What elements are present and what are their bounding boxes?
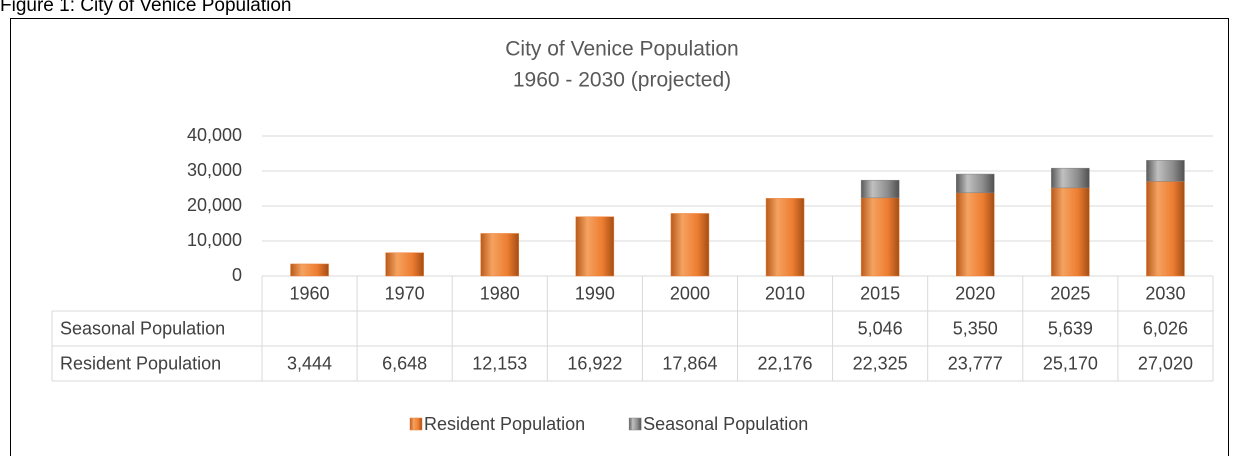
x-tick-label: 2030 <box>1145 283 1185 303</box>
x-tick-label: 2010 <box>765 283 805 303</box>
legend-swatch <box>628 417 642 431</box>
bar <box>956 192 995 277</box>
y-tick-label: 10,000 <box>187 230 242 250</box>
y-tick-label: 20,000 <box>187 195 242 215</box>
chart-title: City of Venice Population <box>505 38 738 61</box>
bar <box>385 252 424 277</box>
x-tick-label: 1970 <box>385 283 425 303</box>
table-cell: 16,922 <box>567 353 622 373</box>
bar <box>575 216 615 277</box>
bar <box>956 173 995 194</box>
bar <box>1051 187 1090 277</box>
bar <box>1051 167 1090 189</box>
table-cell: 5,639 <box>1048 318 1093 338</box>
table-row-label: Resident Population <box>60 353 221 373</box>
x-tick-label: 2025 <box>1050 283 1090 303</box>
bar <box>1146 160 1185 182</box>
table-cell: 6,026 <box>1143 318 1188 338</box>
table-cell: 12,153 <box>472 353 527 373</box>
table-cell: 6,648 <box>382 353 427 373</box>
bar <box>670 213 710 277</box>
bar <box>860 197 900 277</box>
y-tick-label: 40,000 <box>187 125 242 145</box>
legend-swatch <box>409 417 423 431</box>
table-cell: 5,350 <box>953 318 998 338</box>
x-tick-label: 1960 <box>290 283 330 303</box>
table-cell: 3,444 <box>287 353 332 373</box>
table-cell: 5,046 <box>858 318 903 338</box>
x-tick-label: 2020 <box>955 283 995 303</box>
x-tick-label: 1980 <box>480 283 520 303</box>
bar <box>1146 181 1185 277</box>
bar <box>860 179 900 199</box>
chart-subtitle: 1960 - 2030 (projected) <box>513 69 731 92</box>
table-row-label: Seasonal Population <box>60 318 225 338</box>
bar <box>290 263 329 277</box>
chart-frame <box>10 18 1229 456</box>
table-cell: 23,777 <box>948 353 1003 373</box>
table-cell: 22,176 <box>758 353 813 373</box>
y-tick-label: 30,000 <box>187 160 242 180</box>
bar <box>765 198 805 277</box>
table-cell: 25,170 <box>1043 353 1098 373</box>
table-cell: 27,020 <box>1138 353 1193 373</box>
x-tick-label: 2000 <box>670 283 710 303</box>
x-tick-label: 1990 <box>575 283 615 303</box>
figure-caption: Figure 1: City of Venice Population <box>0 0 292 16</box>
bar <box>480 233 519 277</box>
table-cell: 17,864 <box>662 353 717 373</box>
legend-label: Seasonal Population <box>643 414 808 434</box>
y-tick-label: 0 <box>232 265 242 285</box>
x-tick-label: 2015 <box>860 283 900 303</box>
table-cell: 22,325 <box>853 353 908 373</box>
legend-label: Resident Population <box>424 414 585 434</box>
